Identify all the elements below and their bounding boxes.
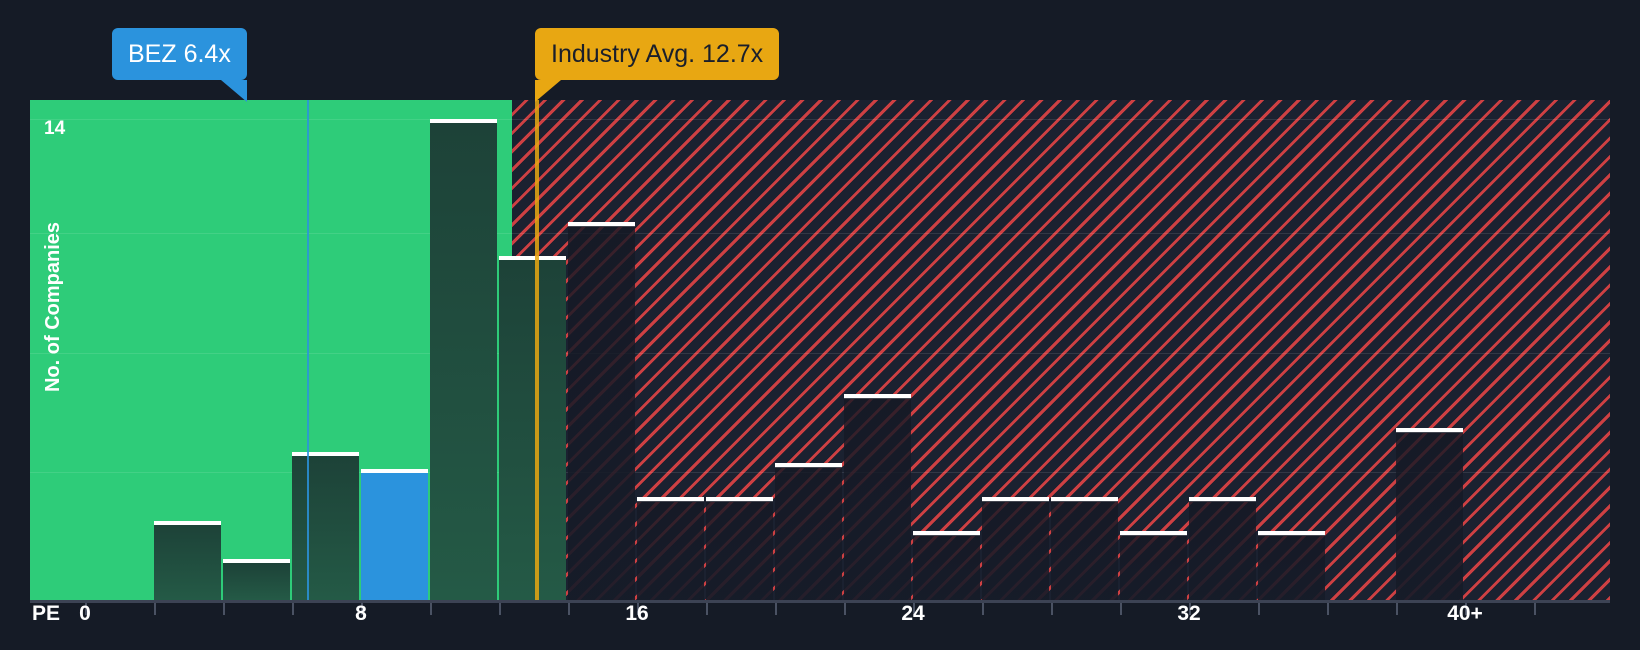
x-axis-tick-label: 0 — [79, 602, 91, 625]
bar-cap — [223, 558, 290, 564]
bar-fill — [361, 473, 428, 600]
x-axis-tick — [637, 603, 639, 615]
bar-fill — [844, 397, 911, 600]
x-axis-tick-label: 40+ — [1447, 602, 1483, 625]
callout-tail-icon — [220, 80, 247, 102]
bar-fill — [1258, 535, 1325, 600]
x-axis-tick — [1396, 603, 1398, 615]
x-axis-tick — [430, 603, 432, 615]
histogram-bar[interactable] — [844, 393, 911, 600]
histogram-bar[interactable] — [1258, 531, 1325, 600]
x-axis-tick — [1465, 603, 1467, 615]
x-axis-tick — [499, 603, 501, 615]
bar-fill — [913, 535, 980, 600]
company-callout-label: BEZ 6.4x — [128, 39, 231, 68]
bar-group — [30, 100, 1610, 600]
x-axis-tick — [1534, 603, 1536, 615]
industry-callout-label: Industry Avg. 12.7x — [551, 39, 764, 68]
histogram-bar[interactable] — [223, 558, 290, 600]
x-axis-tick — [361, 603, 363, 615]
histogram-bar[interactable] — [292, 452, 359, 600]
histogram-bar[interactable] — [430, 119, 497, 600]
histogram-bar[interactable] — [637, 496, 704, 600]
bar-cap — [706, 496, 773, 502]
x-axis-tick — [982, 603, 984, 615]
bar-cap — [499, 256, 566, 262]
bar-cap — [1396, 428, 1463, 434]
bar-fill — [430, 123, 497, 600]
x-axis-tick — [1189, 603, 1191, 615]
x-axis-tick — [292, 603, 294, 615]
x-axis-tick — [1327, 603, 1329, 615]
x-axis-line — [30, 600, 1610, 603]
bar-cap — [292, 452, 359, 458]
callout-tail-icon — [535, 80, 561, 102]
histogram-bar[interactable] — [1396, 428, 1463, 600]
bar-cap — [154, 520, 221, 526]
histogram-bar[interactable] — [1051, 496, 1118, 600]
industry-callout[interactable]: Industry Avg. 12.7x — [535, 28, 780, 102]
x-axis-tick — [1051, 603, 1053, 615]
bar-cap — [982, 496, 1049, 502]
x-axis-tick-label: 32 — [1177, 602, 1201, 625]
bar-cap — [637, 496, 704, 502]
bar-fill — [706, 500, 773, 600]
histogram-bar[interactable] — [1120, 531, 1187, 600]
bar-fill — [223, 562, 290, 600]
bar-cap — [430, 119, 497, 124]
y-axis-title: No. of Companies — [42, 221, 64, 392]
bar-cap — [1258, 531, 1325, 537]
bar-cap — [913, 531, 980, 537]
x-axis-tick — [85, 603, 87, 615]
company-marker-line — [307, 100, 309, 600]
x-axis-tick — [154, 603, 156, 615]
histogram-bar[interactable] — [154, 520, 221, 600]
histogram-bar[interactable] — [361, 469, 428, 600]
bar-cap — [844, 393, 911, 399]
histogram-bar[interactable] — [499, 256, 566, 600]
x-axis-tick-label: 8 — [355, 602, 367, 625]
x-axis-tick — [844, 603, 846, 615]
bar-cap — [568, 222, 635, 228]
plot-area — [30, 100, 1610, 600]
histogram-bar[interactable] — [1189, 496, 1256, 600]
y-max-label: 14 — [44, 118, 66, 139]
x-axis-prefix-label: PE — [32, 602, 61, 625]
industry-marker-line — [535, 100, 539, 600]
bar-fill — [568, 226, 635, 600]
bar-cap — [1051, 496, 1118, 502]
x-axis-tick — [913, 603, 915, 615]
histogram-bar[interactable] — [706, 496, 773, 600]
histogram-bar[interactable] — [568, 222, 635, 600]
histogram-bar[interactable] — [982, 496, 1049, 600]
bar-cap — [775, 462, 842, 468]
x-axis-tick — [1258, 603, 1260, 615]
histogram-bar[interactable] — [913, 531, 980, 600]
x-axis-tick — [775, 603, 777, 615]
bar-fill — [637, 500, 704, 600]
bar-cap — [1189, 496, 1256, 502]
bar-fill — [982, 500, 1049, 600]
bar-cap — [361, 469, 428, 475]
x-axis-tick — [223, 603, 225, 615]
bar-fill — [1120, 535, 1187, 600]
bar-fill — [775, 466, 842, 600]
x-axis-tick — [706, 603, 708, 615]
bar-fill — [1189, 500, 1256, 600]
x-axis-tick — [1120, 603, 1122, 615]
bar-fill — [1051, 500, 1118, 600]
bar-fill — [292, 456, 359, 600]
bar-cap — [1120, 531, 1187, 537]
bar-fill — [154, 524, 221, 600]
x-axis-tick — [568, 603, 570, 615]
bar-fill — [499, 260, 566, 600]
x-axis-tick-label: 24 — [901, 602, 925, 625]
x-axis-tick-label: 16 — [625, 602, 649, 625]
company-callout[interactable]: BEZ 6.4x — [112, 28, 247, 102]
histogram-bar[interactable] — [775, 462, 842, 600]
bar-fill — [1396, 432, 1463, 600]
